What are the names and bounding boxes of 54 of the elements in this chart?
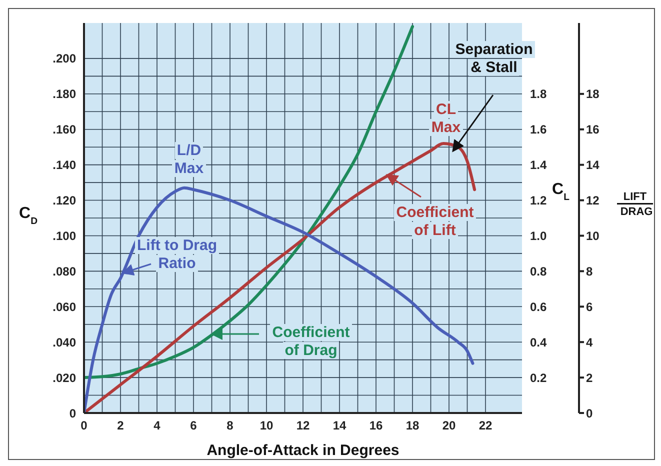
x-tick-label: 0 [80, 418, 88, 433]
y2-tick-label: 0.2 [530, 370, 548, 385]
y3-tick-label: 2 [586, 370, 593, 385]
x-tick-label: 16 [369, 418, 383, 433]
annotation: Coefficient of Lift [394, 204, 476, 239]
x-tick-label: 2 [117, 418, 124, 433]
y3-tick-label: 14 [586, 158, 600, 172]
annotation: Separation & Stall [453, 41, 535, 76]
y3-tick-label: 16 [586, 122, 600, 137]
x-tick-label: 4 [154, 418, 161, 433]
y-tick-label: .040 [52, 335, 76, 350]
y2-tick-label: 0.4 [530, 335, 548, 350]
y-tick-label: .120 [52, 194, 76, 208]
y2-axis-title: C$_{L}$ [552, 181, 570, 202]
x-axis-title: Angle-of-Attack in Degrees [206, 442, 400, 459]
annotation: L/D Max [172, 142, 206, 177]
x-tick-label: 6 [190, 418, 198, 433]
y-tick-label: .160 [52, 122, 76, 137]
y-tick-label: .020 [52, 370, 76, 385]
y2-tick-label: 0.6 [530, 300, 548, 314]
y2-tick-label: 1.0 [530, 228, 548, 243]
y2-tick-label: 0.8 [530, 264, 548, 278]
y3-tick-label: 12 [586, 194, 600, 208]
y2-tick-label: 1.8 [530, 87, 548, 102]
x-tick-label: 22 [478, 418, 492, 433]
y-tick-label: 0 [69, 406, 76, 420]
y2-tick-label: 1.4 [530, 158, 548, 172]
y3-tick-label: 18 [586, 87, 600, 102]
y-axis-title: C$_{D}$ [19, 205, 38, 226]
annotation: Lift to Drag Ratio [135, 237, 219, 272]
y-tick-label: .100 [52, 228, 76, 243]
y-tick-label: .140 [52, 158, 76, 172]
annotation: Coefficient of Drag [270, 324, 352, 359]
x-tick-label: 8 [226, 418, 234, 433]
y3-tick-label: 10 [586, 228, 600, 243]
x-tick-label: 18 [406, 418, 420, 433]
x-tick-label: 12 [296, 418, 310, 433]
y-tick-label: .060 [52, 300, 76, 314]
line-series [84, 186, 474, 413]
y2-tick-label: 1.2 [530, 194, 548, 208]
y2-tick-label: 1.6 [530, 122, 548, 137]
x-tick-label: 14 [332, 418, 346, 433]
y3-tick-label: 8 [586, 264, 593, 278]
y-tick-label: .080 [52, 264, 76, 278]
y-tick-label: .180 [52, 87, 76, 102]
annotation: CL Max [429, 101, 463, 136]
x-tick-label: 20 [442, 418, 456, 433]
x-tick-label: 10 [260, 418, 274, 433]
y3-tick-label: 4 [586, 335, 593, 350]
y3-axis-title: LIFT DRAG [617, 191, 653, 218]
line-series [84, 142, 476, 413]
y3-tick-label: 6 [586, 300, 593, 314]
y3-tick-label: 0 [586, 406, 593, 420]
y-tick-label: .200 [52, 52, 76, 66]
